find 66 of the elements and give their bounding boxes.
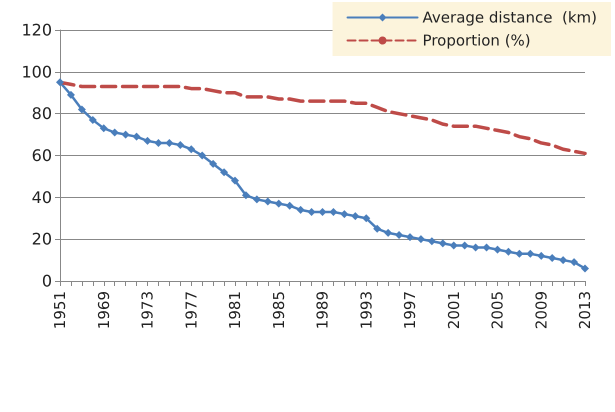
point bbox=[66, 90, 75, 99]
point bbox=[242, 191, 250, 200]
point bbox=[570, 258, 578, 266]
x-tick-label: 2005 bbox=[488, 291, 506, 330]
point bbox=[100, 124, 108, 132]
point bbox=[198, 152, 206, 160]
y-tick-label: 20 bbox=[32, 230, 52, 249]
point bbox=[231, 176, 239, 185]
point bbox=[176, 141, 184, 150]
point bbox=[406, 233, 414, 242]
point bbox=[559, 256, 568, 264]
point bbox=[220, 168, 228, 176]
point bbox=[144, 136, 152, 145]
point bbox=[548, 254, 556, 262]
point bbox=[460, 241, 469, 250]
point bbox=[187, 145, 196, 154]
point bbox=[296, 206, 305, 214]
point bbox=[110, 128, 119, 136]
point bbox=[122, 130, 130, 139]
x-tick-label: 1977 bbox=[182, 291, 200, 330]
point bbox=[88, 116, 97, 124]
point bbox=[318, 208, 326, 216]
point bbox=[384, 228, 392, 237]
point bbox=[154, 138, 162, 147]
x-tick-label: 1969 bbox=[94, 291, 113, 330]
point bbox=[252, 195, 261, 204]
point bbox=[274, 200, 283, 208]
y-tick-label: 80 bbox=[32, 104, 52, 124]
legend-label: Average distance (km) bbox=[422, 8, 598, 26]
point bbox=[438, 239, 447, 248]
point bbox=[373, 224, 382, 233]
x-tick-label: 1951 bbox=[51, 291, 69, 330]
point bbox=[56, 78, 64, 86]
y-tick-label: 100 bbox=[21, 62, 52, 82]
y-tick-label: 60 bbox=[32, 146, 52, 165]
x-tick-label: 1993 bbox=[357, 291, 376, 330]
point bbox=[450, 241, 458, 250]
point bbox=[504, 248, 512, 256]
x-tick-label: 2001 bbox=[444, 291, 463, 330]
point bbox=[581, 264, 589, 272]
x-tick-label: 1985 bbox=[270, 291, 288, 330]
legend-label: Proportion (%) bbox=[422, 32, 531, 50]
y-tick-label: 40 bbox=[32, 188, 52, 207]
point bbox=[537, 252, 546, 260]
point bbox=[351, 212, 360, 220]
point bbox=[78, 105, 86, 114]
point bbox=[362, 214, 370, 222]
point bbox=[482, 244, 491, 252]
point bbox=[494, 246, 502, 254]
point bbox=[395, 230, 404, 239]
y-tick-label: 120 bbox=[21, 20, 52, 40]
point bbox=[264, 198, 272, 206]
point bbox=[515, 250, 524, 258]
point bbox=[416, 235, 425, 244]
x-tick-label: 2009 bbox=[532, 291, 550, 330]
point bbox=[132, 132, 141, 141]
x-tick-label: 2013 bbox=[576, 291, 594, 330]
point bbox=[286, 202, 294, 210]
point bbox=[209, 160, 218, 168]
y-tick-label: 0 bbox=[42, 272, 52, 290]
x-tick-label: 1981 bbox=[226, 291, 244, 330]
point bbox=[340, 210, 348, 218]
x-tick-label: 1997 bbox=[401, 291, 419, 330]
x-tick-label: 1973 bbox=[138, 291, 156, 330]
x-tick-label: 1989 bbox=[314, 291, 332, 330]
point bbox=[428, 237, 436, 246]
